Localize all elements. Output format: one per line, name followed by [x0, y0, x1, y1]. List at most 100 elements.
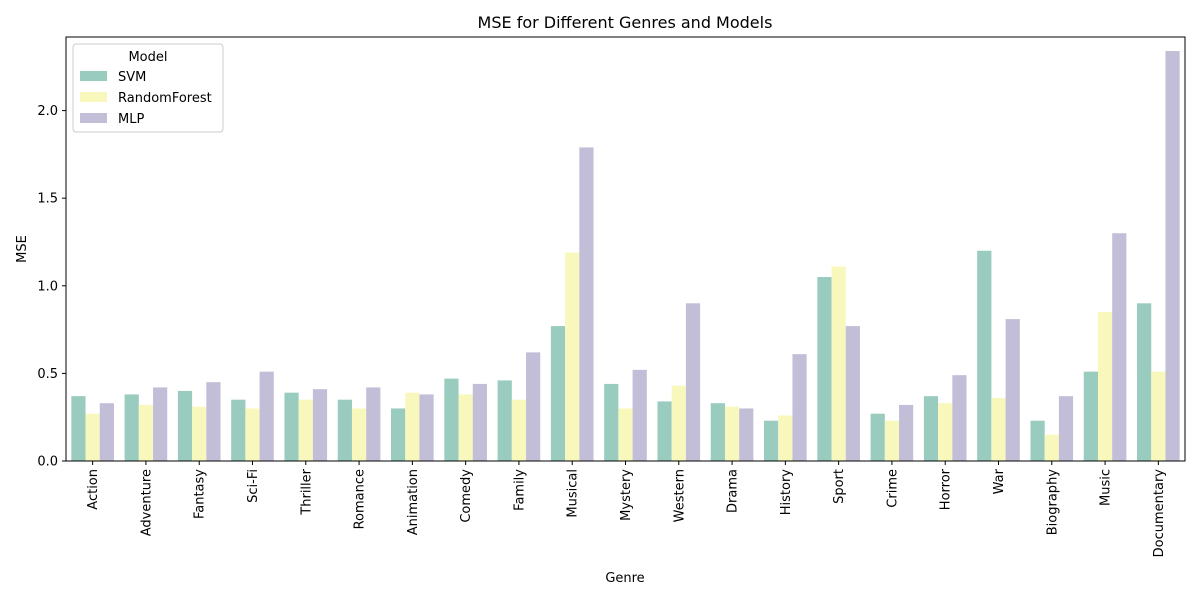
bar-mlp-crime — [899, 404, 914, 461]
y-axis-title: MSE — [15, 235, 30, 263]
bar-mlp-horror — [952, 375, 967, 461]
legend-title: Model — [128, 50, 167, 65]
bar-mlp-action — [99, 403, 114, 461]
x-tick-label: Adventure — [139, 469, 154, 536]
bar-svm-western — [657, 401, 672, 461]
x-tick-label: Sci-Fi — [246, 469, 261, 503]
bar-svm-mystery — [604, 383, 619, 461]
y-tick-label: 2.0 — [37, 104, 58, 119]
bar-svm-action — [71, 396, 86, 461]
x-tick-label: Biography — [1045, 469, 1060, 536]
bar-svm-family — [497, 380, 512, 461]
bar-svm-biography — [1030, 420, 1045, 461]
legend-label-svm: SVM — [118, 70, 146, 85]
bar-randomforest-family — [511, 399, 527, 461]
bar-mlp-animation — [419, 394, 434, 461]
x-tick-label: Documentary — [1152, 469, 1167, 558]
bar-randomforest-sci-fi — [245, 408, 260, 461]
x-tick-label: Comedy — [459, 469, 474, 523]
x-tick-label: Family — [512, 469, 527, 511]
bar-randomforest-music — [1097, 312, 1113, 461]
bar-mlp-mystery — [632, 369, 647, 461]
bar-svm-adventure — [124, 394, 139, 461]
bar-randomforest-sport — [831, 266, 846, 461]
plot-frame — [65, 36, 1186, 462]
legend-swatch-mlp — [80, 113, 107, 123]
bar-svm-romance — [337, 399, 352, 461]
bar-svm-fantasy — [177, 390, 193, 461]
bar-mlp-adventure — [153, 387, 168, 461]
bar-mlp-musical — [579, 147, 594, 461]
bar-svm-horror — [923, 396, 939, 461]
bar-randomforest-fantasy — [192, 406, 207, 461]
bar-svm-crime — [870, 413, 885, 461]
x-tick-label: Romance — [353, 469, 368, 529]
bar-randomforest-crime — [884, 420, 900, 461]
bar-randomforest-western — [671, 385, 686, 461]
bar-svm-drama — [710, 403, 725, 461]
x-tick-label: Musical — [566, 469, 581, 518]
bar-mlp-sport — [845, 326, 860, 461]
bar-svm-sci-fi — [231, 399, 246, 461]
x-tick-label: Sport — [832, 469, 847, 504]
chart-title: MSE for Different Genres and Models — [478, 13, 773, 32]
legend: Model SVM RandomForest MLP — [72, 43, 224, 133]
bar-randomforest-horror — [938, 403, 953, 461]
bar-randomforest-action — [85, 413, 100, 461]
legend-label-randomforest: RandomForest — [118, 91, 212, 106]
y-tick-label: 0.0 — [37, 455, 58, 470]
bar-svm-music — [1083, 371, 1098, 461]
bar-randomforest-animation — [405, 392, 420, 461]
x-tick-label: Action — [86, 469, 101, 510]
bar-mlp-sci-fi — [259, 371, 274, 461]
x-tick-label: Crime — [885, 469, 900, 508]
bar-mlp-thriller — [312, 389, 328, 461]
bar-randomforest-history — [778, 415, 793, 461]
x-tick-label: Drama — [726, 469, 741, 513]
bar-randomforest-adventure — [138, 404, 154, 461]
legend-swatch-svm — [80, 71, 107, 81]
bar-svm-war — [977, 250, 992, 461]
bars-layer — [71, 51, 1180, 462]
y-tick-label: 0.5 — [37, 367, 58, 382]
bar-mlp-biography — [1058, 396, 1074, 461]
bar-svm-animation — [391, 408, 406, 461]
bar-randomforest-biography — [1044, 434, 1059, 461]
legend-frame — [72, 43, 224, 133]
bar-mlp-music — [1112, 233, 1127, 461]
x-tick-label: Mystery — [619, 469, 634, 521]
x-tick-label: Animation — [406, 469, 421, 535]
x-axis-title: Genre — [605, 571, 644, 586]
bar-randomforest-thriller — [298, 399, 313, 461]
bar-svm-history — [764, 420, 779, 461]
bar-randomforest-musical — [565, 252, 580, 461]
bar-svm-musical — [550, 326, 566, 461]
bar-svm-documentary — [1137, 303, 1152, 461]
legend-items: SVM RandomForest MLP — [80, 70, 212, 127]
bar-mlp-history — [792, 354, 807, 461]
bar-svm-comedy — [444, 378, 459, 461]
bar-svm-sport — [817, 277, 832, 461]
y-tick-label: 1.0 — [37, 279, 58, 294]
bar-mlp-romance — [366, 387, 381, 461]
bar-mlp-war — [1005, 319, 1020, 461]
bar-randomforest-drama — [724, 406, 740, 461]
bar-mlp-documentary — [1165, 51, 1180, 462]
x-tick-label: Western — [672, 469, 687, 522]
bar-randomforest-comedy — [458, 394, 473, 461]
x-axis-ticks: Action Adventure Fantasy Sci-Fi Thriller Roma… — [86, 461, 1167, 557]
bar-randomforest-war — [991, 397, 1006, 461]
y-tick-label: 1.5 — [37, 192, 58, 207]
legend-swatch-randomforest — [80, 92, 107, 102]
x-tick-label: War — [992, 468, 1007, 494]
bar-mlp-family — [526, 352, 541, 461]
x-tick-label: History — [779, 469, 794, 516]
x-tick-label: Thriller — [299, 468, 314, 515]
bar-svm-thriller — [284, 392, 299, 461]
bar-mlp-western — [685, 303, 701, 461]
bar-randomforest-mystery — [618, 408, 633, 461]
bar-mlp-drama — [739, 408, 754, 461]
x-tick-label: Music — [1099, 469, 1114, 506]
x-tick-label: Horror — [939, 468, 954, 510]
